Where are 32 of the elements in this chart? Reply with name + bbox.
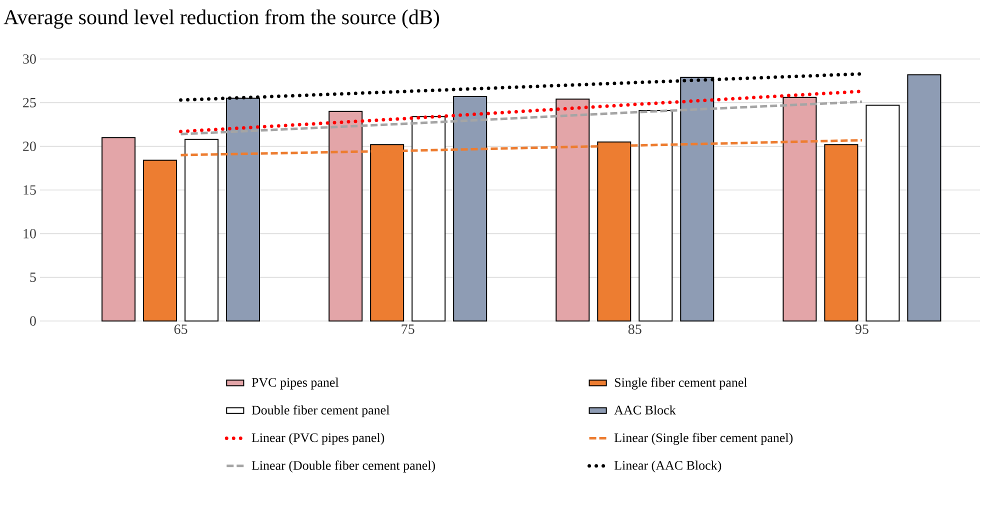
legend-label: Double fiber cement panel	[252, 405, 390, 418]
legend-label: Single fiber cement panel	[614, 378, 748, 390]
x-tick-label: 85	[628, 324, 642, 334]
x-tick-label: 65	[174, 324, 188, 334]
bar	[412, 116, 446, 322]
y-tick-label: 10	[24, 228, 36, 238]
legend-label: Linear (Double fiber cement panel)	[252, 460, 435, 472]
x-tick-label: 75	[402, 324, 414, 334]
bar	[184, 138, 219, 322]
y-tick-label: 5	[30, 272, 36, 282]
legend-label: Linear (PVC pipes panel)	[252, 432, 384, 445]
bar	[556, 98, 590, 322]
bar	[782, 96, 817, 322]
legend-label: Linear (Single fiber cement panel)	[614, 432, 793, 445]
bar	[143, 160, 178, 322]
bar	[453, 96, 488, 322]
chart-title: Average sound level reduction from the source (dB)	[4, 9, 440, 29]
legend-label: Linear (AAC Block)	[614, 460, 722, 472]
line-series	[180, 100, 864, 136]
bar	[328, 110, 363, 322]
x-tick-label: 95	[855, 324, 868, 334]
y-tick-label: 30	[23, 54, 36, 64]
y-tick-label: 25	[23, 98, 36, 108]
y-tick-label: 0	[30, 316, 36, 326]
y-tick-label: 15	[24, 185, 36, 195]
bar	[102, 137, 136, 322]
bar	[638, 110, 673, 322]
legend-label: PVC pipes panel	[252, 378, 339, 390]
bar	[907, 74, 942, 322]
y-tick-label: 20	[23, 142, 36, 152]
bar	[866, 104, 900, 322]
legend-label: AAC Block	[614, 405, 676, 414]
